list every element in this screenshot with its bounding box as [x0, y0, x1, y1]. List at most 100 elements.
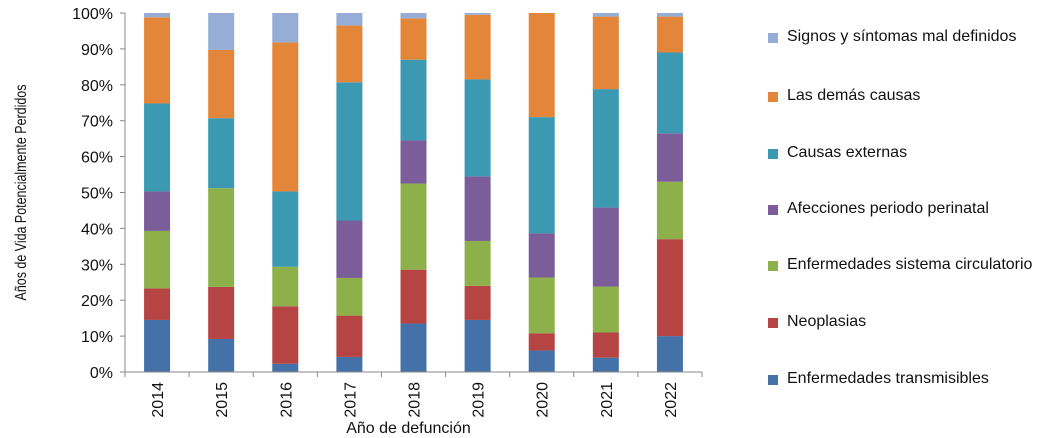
bar-segment-2014-series-1: [144, 288, 171, 320]
bar-segment-2015-series-0: [208, 338, 235, 372]
bar-segment-2014-series-4: [144, 103, 171, 192]
bar-segment-2019-series-1: [464, 285, 491, 320]
bar-segment-2019-series-5: [464, 14, 491, 80]
bar-segment-2017-series-1: [336, 315, 363, 357]
bar-segment-2016-series-0: [272, 363, 299, 372]
legend-item: Enfermedades sistema circulatorio: [768, 257, 1057, 273]
bar-segment-2018-series-3: [400, 140, 427, 184]
bar-segment-2017-series-2: [336, 277, 363, 316]
legend-item: Signos y síntomas mal definidos: [768, 29, 1057, 45]
legend-swatch: [768, 318, 778, 328]
bar-segment-2018-series-0: [400, 323, 427, 372]
legend-swatch: [768, 261, 778, 271]
bar-segment-2022-series-0: [656, 336, 683, 372]
bar-segment-2017-series-0: [336, 356, 363, 372]
bar-segment-2015-series-5: [208, 49, 235, 119]
y-tick-label: 60%: [81, 150, 113, 167]
legend-swatch: [768, 33, 778, 43]
bar-segment-2020-series-1: [528, 333, 555, 351]
bar-segment-2014-series-3: [144, 191, 171, 231]
legend-label: Afecciones periodo perinatal: [787, 200, 989, 217]
legend-swatch: [768, 205, 778, 215]
stacked-bar-chart: 0% 10% 20% 30% 40% 50% 60% 70% 80% 90% 100% 2014 201…: [13, 6, 703, 437]
bar-segment-2018-series-5: [400, 18, 427, 60]
x-tick-label-2017: 2017: [342, 382, 359, 418]
legend-label: Signos y síntomas mal definidos: [787, 28, 1017, 45]
legend-swatch: [768, 149, 778, 159]
axes-layer: 0% 10% 20% 30% 40% 50% 60% 70% 80% 90% 100% 2014 201…: [72, 6, 703, 418]
y-tick-label: 50%: [81, 186, 113, 203]
bar-segment-2016-series-5: [272, 42, 299, 192]
bar-segment-2022-series-1: [656, 239, 683, 337]
legend-item: Enfermedades transmisibles: [768, 371, 1057, 387]
bar-segment-2021-series-3: [592, 207, 619, 287]
bar-segment-2017-series-6: [336, 13, 363, 26]
bar-segment-2020-series-0: [528, 350, 555, 372]
y-axis-title: Años de Vida Potencialmente Perdidos: [13, 85, 31, 301]
bar-segment-2021-series-6: [592, 13, 619, 17]
y-tick-label: 100%: [72, 6, 113, 23]
x-axis-title: Año de defunción: [346, 420, 471, 437]
bar-segment-2015-series-1: [208, 286, 235, 339]
bar-segment-2021-series-5: [592, 16, 619, 90]
legend-label: Las demás causas: [787, 87, 921, 104]
legend-label: Neoplasias: [787, 313, 867, 330]
legend-label: Causas externas: [787, 144, 908, 161]
bar-segment-2018-series-6: [400, 13, 427, 19]
bar-segment-2014-series-0: [144, 319, 171, 372]
bar-segment-2017-series-5: [336, 25, 363, 83]
bar-segment-2019-series-3: [464, 176, 491, 241]
legend-label: Enfermedades transmisibles: [787, 370, 989, 387]
x-tick-label-2014: 2014: [150, 382, 167, 418]
bar-segment-2018-series-4: [400, 59, 427, 141]
bar-segment-2021-series-0: [592, 357, 619, 372]
bar-segment-2020-series-4: [528, 117, 555, 234]
x-tick-label-2018: 2018: [407, 382, 424, 418]
bar-segment-2021-series-4: [592, 89, 619, 208]
bar-segment-2021-series-1: [592, 332, 619, 358]
bar-segment-2020-series-5: [528, 13, 555, 118]
bar-segment-2022-series-2: [656, 181, 683, 240]
bar-segment-2014-series-5: [144, 17, 171, 104]
y-tick-label: 30%: [81, 257, 113, 274]
legend-item: Neoplasias: [768, 314, 1057, 330]
bar-segment-2015-series-6: [208, 13, 235, 50]
bar-segment-2014-series-6: [144, 13, 171, 18]
x-tick-label-2015: 2015: [214, 382, 231, 418]
legend-item: Causas externas: [768, 145, 1057, 161]
bar-segment-2022-series-4: [656, 52, 683, 134]
y-tick-label: 40%: [81, 221, 113, 238]
bar-segment-2014-series-2: [144, 230, 171, 289]
legend-item: Afecciones periodo perinatal: [768, 201, 1057, 217]
legend-label: Enfermedades sistema circulatorio: [787, 256, 1033, 273]
bar-segment-2022-series-5: [656, 16, 683, 53]
y-tick-label: 70%: [81, 114, 113, 131]
bar-segment-2019-series-6: [464, 13, 491, 15]
bar-segment-2021-series-2: [592, 286, 619, 333]
bar-segment-2019-series-2: [464, 240, 491, 286]
bar-segment-2015-series-2: [208, 188, 235, 287]
bar-segment-2016-series-6: [272, 13, 299, 43]
y-tick-label: 90%: [81, 42, 113, 59]
legend: Signos y síntomas mal definidos Las demás…: [768, 0, 1058, 438]
bar-segment-2022-series-3: [656, 133, 683, 182]
x-tick-label-2016: 2016: [278, 382, 295, 418]
legend-swatch: [768, 92, 778, 102]
bar-segment-2016-series-4: [272, 191, 299, 267]
y-tick-label: 0%: [90, 365, 113, 382]
bar-segment-2018-series-2: [400, 183, 427, 270]
y-tick-label: 10%: [81, 329, 113, 346]
bar-segment-2016-series-1: [272, 306, 299, 364]
bar-segment-2019-series-0: [464, 319, 491, 372]
bar-segment-2017-series-3: [336, 220, 363, 278]
bar-segment-2018-series-1: [400, 269, 427, 324]
x-tick-label-2022: 2022: [663, 382, 680, 418]
bars-layer: [144, 13, 683, 372]
bar-segment-2016-series-2: [272, 266, 299, 307]
x-tick-label-2019: 2019: [471, 382, 488, 418]
bar-segment-2015-series-4: [208, 118, 235, 189]
bar-segment-2017-series-4: [336, 82, 363, 221]
y-tick-label: 80%: [81, 78, 113, 95]
x-tick-label-2021: 2021: [599, 382, 616, 418]
